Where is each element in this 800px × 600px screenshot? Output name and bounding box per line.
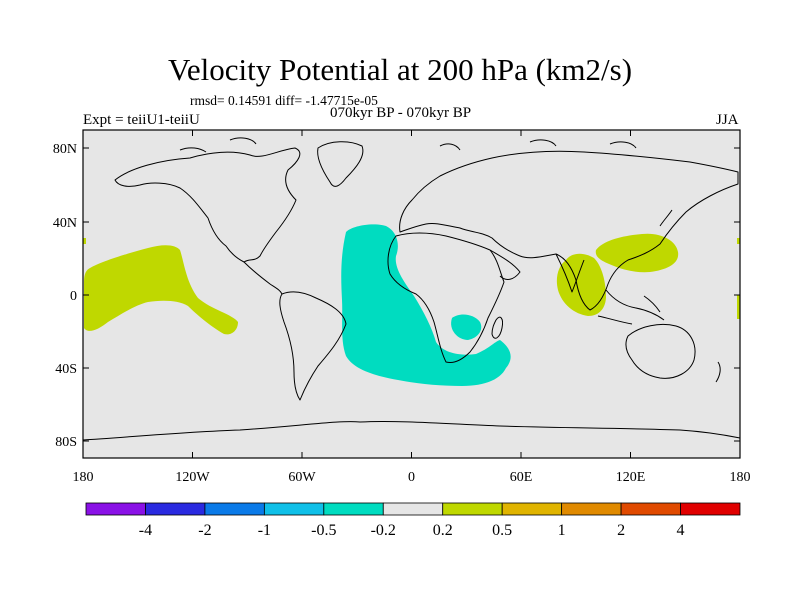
anomaly-shading xyxy=(83,224,740,386)
colorbar-swatch xyxy=(680,502,741,516)
lon-tick-label: 180 xyxy=(730,470,751,485)
rmsd-diff-stats: rmsd= 0.14591 diff= -1.47715e-05 xyxy=(190,93,378,108)
lon-tick-label: 120W xyxy=(175,470,210,485)
period-subtitle: 070kyr BP - 070kyr BP xyxy=(330,105,472,121)
colorbar-label: -4 xyxy=(139,522,152,539)
colorbar-label: -0.2 xyxy=(371,522,396,539)
colorbar-swatch xyxy=(263,502,325,516)
atlantic-africa-negative-anomaly xyxy=(341,224,511,386)
dateline-positive-sliver-west xyxy=(83,238,86,244)
experiment-label: Expt = teiiU1-teiiU xyxy=(83,112,200,128)
dateline-positive-sliver xyxy=(737,295,740,319)
colorbar-label: -1 xyxy=(258,522,271,539)
season-label: JJA xyxy=(716,112,739,128)
lon-tick-label: 180 xyxy=(73,470,94,485)
lon-tick-label: 60E xyxy=(510,470,533,485)
longitude-axis: 180 120W 60W 0 60E 120E 180 xyxy=(73,130,751,485)
western-pacific-positive-anomaly xyxy=(595,233,679,273)
colorbar-swatch xyxy=(85,502,146,516)
map-title: Velocity Potential at 200 hPa (km2/s) xyxy=(167,52,633,87)
colorbar: -4 -2 -1 -0.5 -0.2 0.2 0.5 1 2 4 xyxy=(85,502,741,539)
colorbar-label: -2 xyxy=(198,522,211,539)
bay-of-bengal-positive-anomaly xyxy=(556,253,606,316)
colorbar-swatch xyxy=(323,502,384,516)
lat-tick-label: 80S xyxy=(55,435,77,450)
lat-tick-label: 0 xyxy=(70,289,77,304)
colorbar-label: 4 xyxy=(677,522,685,539)
colorbar-swatch xyxy=(145,502,206,516)
coastlines xyxy=(82,137,741,441)
dateline-positive-sliver-north xyxy=(737,238,740,244)
colorbar-label: 1 xyxy=(558,522,566,539)
lon-tick-label: 0 xyxy=(408,470,415,485)
colorbar-label: -0.5 xyxy=(311,522,336,539)
colorbar-swatch xyxy=(620,502,681,516)
colorbar-swatch xyxy=(442,502,503,516)
colorbar-swatch xyxy=(561,502,622,516)
lat-tick-label: 40N xyxy=(53,216,77,231)
lat-tick-label: 40S xyxy=(55,362,77,377)
colorbar-swatch xyxy=(204,502,265,516)
lon-tick-label: 60W xyxy=(288,470,316,485)
colorbar-label: 0.2 xyxy=(433,522,453,539)
colorbar-label: 2 xyxy=(617,522,625,539)
central-pacific-positive-anomaly xyxy=(84,245,238,335)
colorbar-label: 0.5 xyxy=(492,522,512,539)
colorbar-swatch xyxy=(382,502,444,516)
lat-tick-label: 80N xyxy=(53,142,77,157)
lon-tick-label: 120E xyxy=(616,470,646,485)
colorbar-swatch xyxy=(501,502,563,516)
latitude-axis: 80N 40N 0 40S 80S xyxy=(53,142,740,450)
mozambique-channel-negative-anomaly xyxy=(451,314,482,340)
